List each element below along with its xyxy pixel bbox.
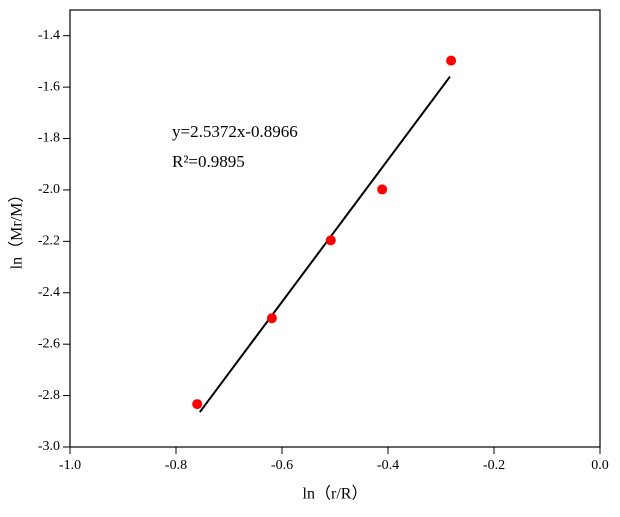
y-tick-label: -2.6 [38,336,60,351]
point [446,55,457,66]
x-tick-label: -0.4 [377,458,399,473]
x-axis-label: ln（r/R） [303,485,368,503]
x-tick-label: 0.0 [591,458,609,473]
y-tick-label: -3.0 [38,439,60,454]
y-tick-label: -2.8 [38,388,60,403]
point [192,399,203,410]
y-tick-label: -1.8 [38,131,60,146]
annotation: R²=0.9895 [172,152,245,171]
point [266,313,277,324]
x-tick-label: -0.2 [483,458,505,473]
plot-frame [69,9,601,448]
y-tick-label: -2.0 [38,182,60,197]
point [325,235,336,246]
x-tick-label: -0.8 [165,458,187,473]
point [377,184,388,195]
y-axis-label: ln（Mr/M） [8,187,26,270]
y-tick-label: -1.4 [38,28,60,43]
y-tick-label: -1.6 [38,79,60,94]
annotation: y=2.5372x-0.8966 [172,122,298,141]
y-tick-label: -2.2 [38,234,60,249]
y-tick-label: -2.4 [38,285,60,300]
x-tick-label: -1.0 [59,458,81,473]
x-tick-label: -0.6 [271,458,293,473]
fit-line [199,75,451,413]
